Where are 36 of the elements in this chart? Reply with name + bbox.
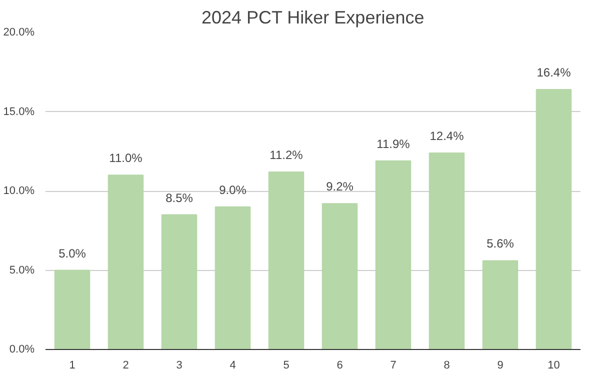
y-tick-label: 10.0% (3, 185, 35, 197)
data-label: 5.0% (58, 246, 86, 260)
data-label: 11.9% (376, 136, 410, 151)
bar (54, 270, 90, 350)
y-tick-label: 20.0% (3, 26, 35, 38)
y-tick-label: 0.0% (9, 344, 35, 356)
bar (375, 160, 412, 350)
x-tick-label: 3 (176, 360, 182, 371)
bar (536, 89, 572, 350)
x-tick-label: 1 (69, 360, 76, 371)
data-label: 9.2% (326, 180, 354, 194)
x-tick-label: 2 (122, 360, 129, 371)
x-tick-label: 5 (283, 360, 290, 371)
x-tick-label: 10 (548, 360, 560, 371)
y-tick-label: 5.0% (9, 264, 35, 276)
chart-title: 2024 PCT Hiker Experience (201, 8, 424, 28)
bar (214, 206, 251, 350)
data-label: 9.0% (219, 182, 247, 197)
data-label: 11.2% (270, 148, 304, 162)
bar (161, 214, 198, 350)
bar (482, 260, 518, 350)
y-tick-label: 15.0% (3, 106, 35, 118)
x-tick-label: 9 (497, 360, 504, 371)
x-tick-label: 8 (444, 360, 450, 371)
data-label: 12.4% (430, 128, 464, 143)
bar (428, 152, 465, 350)
bar (322, 203, 358, 350)
data-label: 11.0% (109, 151, 143, 166)
data-label: 5.6% (486, 236, 514, 251)
x-tick-label: 4 (230, 360, 236, 371)
bar (268, 171, 304, 350)
bar (108, 174, 144, 350)
data-label: 8.5% (166, 190, 194, 205)
x-tick-label: 7 (390, 360, 396, 371)
x-tick-label: 6 (336, 360, 343, 371)
data-label: 16.4% (536, 66, 572, 80)
